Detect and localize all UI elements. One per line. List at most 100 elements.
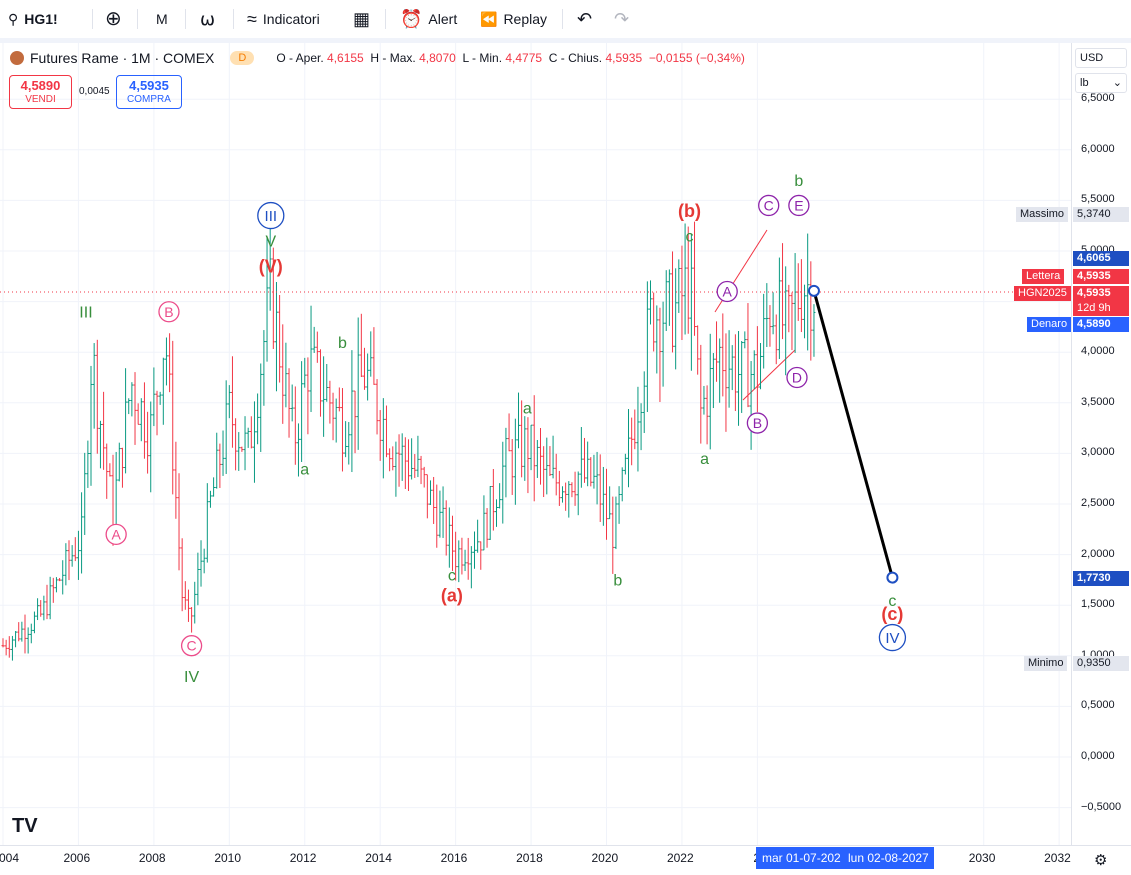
- ohlc-bar: [730, 345, 734, 391]
- wave-label: c: [888, 593, 896, 610]
- ohlc-bar: [95, 339, 99, 454]
- redo-button[interactable]: ↷: [614, 0, 635, 38]
- currency-selector[interactable]: USD: [1075, 48, 1127, 68]
- svg-text:E: E: [794, 198, 803, 214]
- unit-selector[interactable]: lb ⌄: [1075, 73, 1127, 93]
- settings-gear-icon[interactable]: ⚙: [1094, 852, 1108, 869]
- ohlc-bar: [92, 343, 96, 429]
- ohlc-bar: [633, 409, 637, 450]
- time-tick-label: 2014: [365, 851, 392, 865]
- ohlc-bar: [98, 420, 102, 469]
- ohlc-bar: [472, 531, 476, 569]
- wave-label: a: [523, 401, 532, 418]
- projection-end-handle[interactable]: [886, 571, 899, 584]
- svg-text:A: A: [723, 284, 733, 300]
- ohlc-bar: [384, 405, 388, 458]
- massimo-label: Massimo: [1016, 207, 1069, 222]
- projection-segment[interactable]: [812, 290, 894, 578]
- undo-button[interactable]: ↶: [577, 0, 598, 38]
- wave-label: a: [300, 461, 309, 478]
- massimo-value: 5,3740: [1073, 207, 1129, 222]
- time-tick-label: 2016: [440, 851, 468, 865]
- layouts-button[interactable]: ▦: [353, 0, 376, 38]
- ohlc-bar: [344, 421, 348, 458]
- ohlc-bar: [803, 284, 807, 339]
- interval-button[interactable]: M: [156, 0, 168, 38]
- ohlc-bar: [318, 349, 322, 417]
- ohlc-bar: [127, 398, 131, 415]
- indicators-button[interactable]: ≈ Indicatori: [247, 0, 320, 38]
- ohlc-bar: [54, 577, 58, 593]
- ohlc-bar: [322, 356, 326, 437]
- ohlc-bar: [526, 417, 530, 494]
- ohlc-bar: [561, 486, 565, 503]
- divider: [562, 9, 563, 29]
- spread-value: 0,0045: [79, 86, 110, 97]
- close-label: C - Chius.: [548, 51, 603, 65]
- ohlc-bar: [447, 507, 451, 568]
- ohlc-bar: [564, 482, 568, 511]
- ohlc-bar: [752, 350, 756, 390]
- alert-label: Alert: [428, 11, 458, 27]
- time-scale[interactable]: [0, 845, 1131, 875]
- lettera-value: 4,5935: [1073, 269, 1129, 284]
- ohlc-bar: [586, 441, 590, 487]
- svg-text:B: B: [164, 304, 173, 320]
- ohlc-bar: [768, 305, 772, 347]
- top-toolbar: ⚲ HG1! ⊕ M ⍵ ≈ Indicatori ▦ ⏰ Alert ⏪ Re…: [0, 0, 1131, 39]
- ohlc-bar: [809, 261, 813, 361]
- price-tick-label: 3,5000: [1081, 395, 1115, 408]
- sell-button[interactable]: 4,5890 VENDI: [9, 75, 72, 109]
- grid: [0, 43, 1071, 845]
- ohlc-bar: [523, 416, 527, 481]
- ohlc-bar: [419, 455, 423, 485]
- ohlc-bar: [498, 483, 502, 509]
- projection-start-handle[interactable]: [807, 284, 820, 297]
- delayed-badge[interactable]: D: [230, 51, 255, 65]
- ohlc-bar: [696, 325, 700, 375]
- projection-line[interactable]: [807, 284, 899, 584]
- svg-text:C: C: [764, 198, 774, 214]
- ohlc-bar: [215, 432, 219, 489]
- svg-text:a: a: [700, 451, 709, 468]
- ohlc-bar: [39, 600, 43, 617]
- compare-button[interactable]: ⊕: [105, 0, 128, 38]
- price-scale[interactable]: 6,50006,00005,50005,00004,50004,00003,50…: [1071, 43, 1131, 845]
- ohlc-bar: [746, 303, 750, 408]
- wave-label: III: [257, 201, 285, 230]
- ohlc-bar: [539, 427, 542, 485]
- ohlc-bar: [755, 326, 759, 413]
- ohlc-bar: [328, 380, 332, 424]
- replay-button[interactable]: ⏪ Replay: [480, 0, 547, 38]
- ohlc-bar: [36, 598, 40, 621]
- ohlc-bar: [774, 314, 778, 365]
- ohlc-bar: [781, 243, 785, 340]
- ohlc-bar: [627, 409, 631, 488]
- ohlc-bar: [4, 639, 8, 656]
- price-tick-label: 6,0000: [1081, 142, 1115, 155]
- ohlc-bar: [435, 484, 439, 548]
- ohlc-bar: [718, 338, 722, 403]
- ohlc-bar: [711, 353, 715, 409]
- chart-type-button[interactable]: ⍵: [200, 0, 221, 38]
- ohlc-bar: [441, 486, 445, 538]
- ohlc-bar: [737, 331, 741, 426]
- wave-label: (c): [881, 604, 903, 624]
- ohlc-bar: [400, 433, 404, 481]
- low-label: L - Min.: [462, 51, 503, 65]
- ohlc-bar: [806, 233, 810, 351]
- ohlc-bar: [290, 384, 294, 422]
- chevron-down-icon: ⌄: [1112, 77, 1122, 89]
- ohlc-bar: [702, 385, 706, 415]
- ohlc-bar: [548, 446, 552, 476]
- svg-text:V: V: [265, 234, 276, 251]
- ohlc-bar: [796, 263, 800, 321]
- ohlc-bar: [567, 481, 571, 518]
- ohlc-bar: [124, 368, 128, 474]
- alert-button[interactable]: ⏰ Alert: [400, 0, 457, 38]
- ohlc-bar: [450, 515, 454, 571]
- symbol-search[interactable]: ⚲ HG1!: [8, 0, 58, 38]
- price-chart[interactable]: III BACIVIIIV(V)baac(a)b(b)caABCDEbc(c)IV…: [0, 43, 1071, 845]
- ohlc-bar: [689, 233, 693, 371]
- buy-button[interactable]: 4,5935 COMPRA: [116, 75, 182, 109]
